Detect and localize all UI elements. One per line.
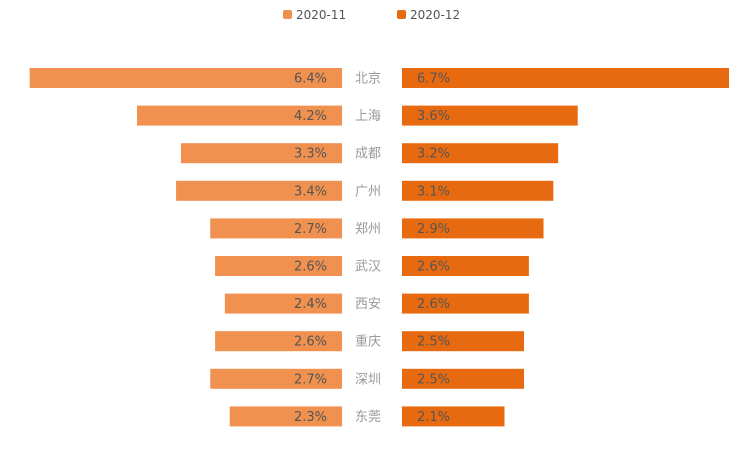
bar-2020-11-7[interactable]: [215, 331, 342, 352]
value-label-2020-11-4: 2.7%: [294, 222, 327, 237]
value-label-2020-12-7: 2.5%: [417, 335, 450, 350]
bar-2020-11-4[interactable]: [210, 218, 342, 239]
category-label-9: 东莞: [355, 410, 381, 425]
value-label-2020-12-4: 2.9%: [417, 222, 450, 237]
category-label-3: 广州: [355, 184, 381, 199]
value-label-2020-12-3: 3.1%: [417, 184, 450, 199]
bar-2020-11-5[interactable]: [215, 256, 342, 276]
category-label-8: 深圳: [355, 372, 381, 387]
value-label-2020-12-0: 6.7%: [417, 72, 450, 87]
legend-item-2020-11[interactable]: 2020-11: [283, 8, 346, 22]
bar-2020-12-6[interactable]: [402, 293, 529, 314]
bar-2020-11-6[interactable]: [224, 293, 342, 314]
labels-group: 6.4% 6.7% 北京 4.2% 3.6% 上海 3.3% 3.2% 成都 3.4% 3.1% 广州…: [294, 72, 450, 425]
category-label-6: 西安: [355, 297, 381, 312]
value-label-2020-12-1: 3.6%: [417, 109, 450, 124]
bars-group: [29, 68, 729, 427]
category-label-7: 重庆: [355, 334, 381, 350]
value-label-2020-12-9: 2.1%: [417, 410, 450, 425]
value-label-2020-12-8: 2.5%: [417, 372, 450, 387]
bar-2020-12-3[interactable]: [402, 180, 554, 201]
category-label-0: 北京: [355, 72, 381, 87]
bar-2020-11-9[interactable]: [229, 406, 342, 427]
value-label-2020-11-9: 2.3%: [294, 410, 327, 425]
value-label-2020-11-7: 2.6%: [294, 335, 327, 350]
bar-2020-12-1[interactable]: [402, 105, 578, 126]
value-label-2020-11-0: 6.4%: [294, 72, 327, 87]
value-label-2020-11-2: 3.3%: [294, 147, 327, 162]
category-label-2: 成都: [355, 147, 381, 162]
legend-swatch-2020-12: [397, 10, 406, 19]
value-label-2020-11-1: 4.2%: [294, 109, 327, 124]
bar-2020-11-8[interactable]: [210, 368, 342, 389]
bar-2020-12-5[interactable]: [402, 256, 529, 276]
legend: 2020-11 2020-12: [283, 8, 460, 22]
bar-2020-12-9[interactable]: [402, 406, 505, 427]
bar-2020-12-8[interactable]: [402, 368, 525, 389]
bar-2020-12-2[interactable]: [402, 143, 559, 164]
legend-item-2020-12[interactable]: 2020-12: [397, 8, 460, 22]
bar-2020-12-4[interactable]: [402, 218, 544, 239]
bar-2020-11-3[interactable]: [176, 180, 342, 201]
bar-2020-12-0[interactable]: [402, 68, 729, 88]
value-label-2020-11-8: 2.7%: [294, 372, 327, 387]
value-label-2020-12-2: 3.2%: [417, 147, 450, 162]
legend-label-2020-11: 2020-11: [296, 8, 346, 22]
value-label-2020-12-6: 2.6%: [417, 297, 450, 312]
category-label-1: 上海: [355, 109, 381, 124]
value-label-2020-12-5: 2.6%: [417, 260, 450, 275]
category-label-4: 郑州: [355, 222, 381, 237]
bar-2020-11-2[interactable]: [180, 143, 342, 164]
bar-2020-12-7[interactable]: [402, 331, 525, 352]
bar-2020-11-1[interactable]: [137, 105, 342, 126]
value-label-2020-11-3: 3.4%: [294, 184, 327, 199]
value-label-2020-11-6: 2.4%: [294, 297, 327, 312]
bar-2020-11-0[interactable]: [29, 68, 343, 88]
legend-label-2020-12: 2020-12: [410, 8, 460, 22]
legend-swatch-2020-11: [283, 10, 292, 19]
value-label-2020-11-5: 2.6%: [294, 260, 327, 275]
category-label-5: 武汉: [355, 260, 381, 275]
